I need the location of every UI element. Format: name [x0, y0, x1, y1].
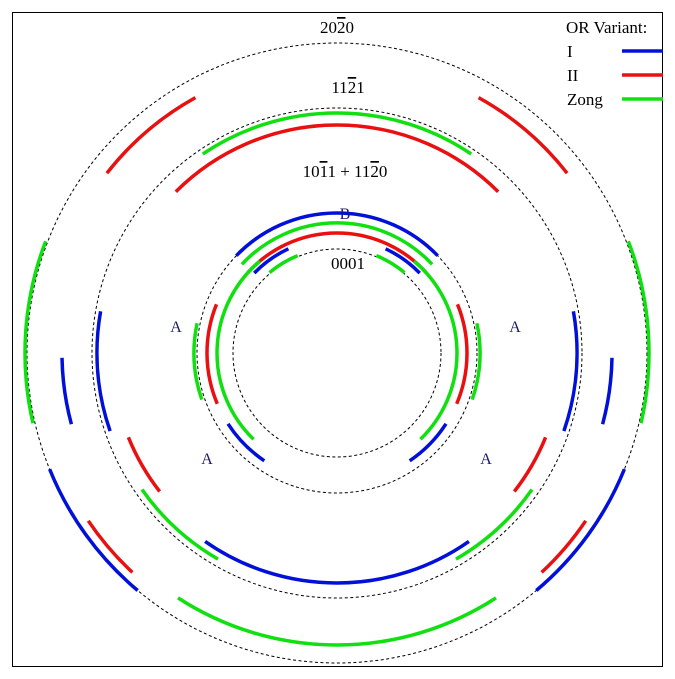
label-1121: 1121 — [331, 78, 364, 97]
ring-2020 — [26, 42, 648, 664]
arc-Zong-2020-bottom — [177, 596, 497, 647]
ring-1011 — [196, 212, 478, 494]
label-A-lower-left: A — [201, 451, 213, 468]
arc-I-2020-right-inner — [600, 357, 614, 425]
label-A-lower-right: A — [480, 451, 492, 468]
arc-Zong-inner-left-outer — [192, 322, 204, 401]
reference-rings — [26, 42, 648, 664]
arc-II-1011-top — [246, 231, 428, 274]
arc-Zong-2020-left — [23, 240, 48, 424]
arc-I-1121-right — [562, 310, 579, 432]
arc-Zong-inner-left — [215, 259, 262, 441]
arc-Zong-0001-upper-left — [268, 253, 299, 274]
arc-II-1121-left — [126, 436, 162, 493]
arc-I-inner-upper-left — [253, 247, 290, 275]
arc-II-1121-right — [512, 436, 548, 493]
ring-0001 — [232, 248, 442, 458]
ring-1121 — [91, 107, 583, 599]
arc-I-inner-lower-right — [408, 422, 448, 463]
arc-II-1121-top — [174, 123, 500, 194]
arc-I-2020-lower-left — [47, 468, 139, 592]
arc-Zong-1121-top — [201, 111, 473, 156]
legend-label-I: I — [567, 42, 573, 61]
label-A-left: A — [170, 319, 182, 336]
legend-label-II: II — [567, 66, 579, 85]
arc-II-2020-lower-right — [540, 519, 588, 574]
legend-title: OR Variant: — [566, 18, 647, 37]
arc-Zong-1011-top — [240, 221, 434, 266]
arc-II-inner-left — [205, 303, 219, 405]
arc-I-1121-bottom — [204, 539, 470, 585]
arc-Zong-1121-lower-right — [455, 488, 534, 561]
arc-Zong-inner-right-outer — [470, 322, 482, 401]
arc-I-1121-left — [95, 310, 112, 432]
legend-label-Zong: Zong — [567, 90, 603, 109]
arc-Zong-inner-right — [412, 259, 459, 441]
label-1011: 1011 + 1120 — [303, 162, 388, 181]
arc-I-inner-upper-right — [384, 247, 421, 275]
plot-frame — [12, 12, 663, 667]
arc-Zong-0001-upper-right — [375, 253, 406, 274]
arc-I-inner-lower-left — [226, 422, 266, 463]
arc-Zong-2020-right — [626, 240, 651, 424]
arc-II-2020-upper-left — [105, 96, 197, 175]
arc-II-2020-lower-left — [86, 519, 134, 574]
arc-II-inner-right — [455, 303, 469, 405]
arc-I-1011-top — [235, 211, 439, 257]
arc-I-2020-lower-right — [535, 468, 627, 592]
label-A-right: A — [509, 319, 521, 336]
label-2020: 2020 — [320, 18, 354, 37]
arc-II-2020-upper-right — [477, 96, 569, 175]
label-B: B — [340, 206, 351, 223]
variant-arcs — [23, 96, 651, 647]
arc-I-2020-left-inner — [60, 357, 74, 425]
label-0001: 0001 — [331, 254, 365, 273]
arc-Zong-1121-lower-left — [140, 488, 219, 561]
legend: OR Variant: I II Zong — [566, 18, 663, 109]
